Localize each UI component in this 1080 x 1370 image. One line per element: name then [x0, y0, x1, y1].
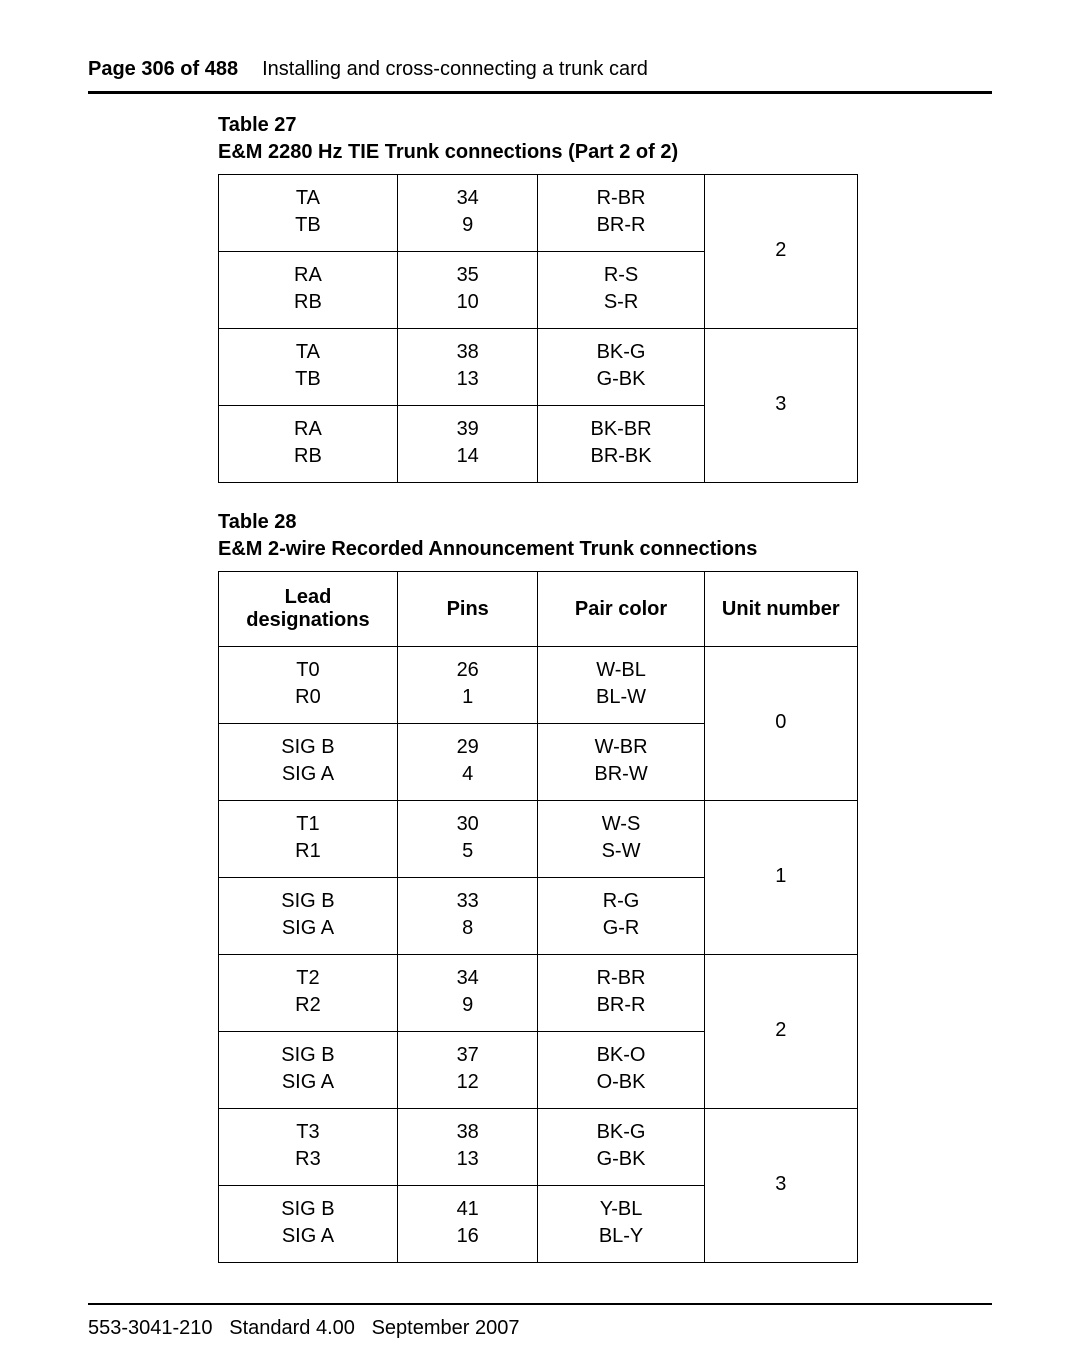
table27-label: Table 27: [218, 114, 297, 136]
lead-cell: TATB: [219, 175, 398, 252]
lead-cell: TATB: [219, 329, 398, 406]
pair-cell: W-SS-W: [538, 801, 704, 878]
col-pair-header: Pair color: [538, 572, 704, 647]
col-lead-header: Lead designations: [219, 572, 398, 647]
pins-cell: 3813: [397, 1109, 538, 1186]
footer: 553-3041-210 Standard 4.00 September 200…: [88, 1317, 992, 1340]
unit-cell: 3: [704, 329, 857, 483]
doc-number: 553-3041-210: [88, 1317, 213, 1339]
pair-cell: W-BLBL-W: [538, 647, 704, 724]
table28: Lead designations Pins Pair color Unit n…: [218, 571, 858, 1263]
pair-cell: Y-BLBL-Y: [538, 1186, 704, 1263]
lead-cell: RARB: [219, 406, 398, 483]
table28-row: T0R0261W-BLBL-W0: [219, 647, 858, 724]
chapter-title: Installing and cross-connecting a trunk …: [262, 58, 648, 81]
pins-cell: 261: [397, 647, 538, 724]
pair-cell: R-SS-R: [538, 252, 704, 329]
pins-cell: 349: [397, 175, 538, 252]
pair-cell: R-GG-R: [538, 878, 704, 955]
table28-header-row: Lead designations Pins Pair color Unit n…: [219, 572, 858, 647]
header-rule: [88, 91, 992, 94]
table27-title: E&M 2280 Hz TIE Trunk connections (Part …: [218, 141, 678, 163]
pair-cell: BK-GG-BK: [538, 1109, 704, 1186]
lead-cell: SIG BSIG A: [219, 724, 398, 801]
unit-cell: 2: [704, 175, 857, 329]
pins-cell: 294: [397, 724, 538, 801]
pins-cell: 349: [397, 955, 538, 1032]
table28-caption: Table 28 E&M 2-wire Recorded Announcemen…: [218, 509, 992, 563]
pair-cell: R-BRBR-R: [538, 175, 704, 252]
pins-cell: 3813: [397, 329, 538, 406]
pair-cell: BK-OO-BK: [538, 1032, 704, 1109]
pins-cell: 338: [397, 878, 538, 955]
pair-cell: BK-BRBR-BK: [538, 406, 704, 483]
pair-cell: BK-GG-BK: [538, 329, 704, 406]
doc-date: September 2007: [372, 1317, 520, 1339]
col-pins-header: Pins: [397, 572, 538, 647]
unit-cell: 2: [704, 955, 857, 1109]
unit-cell: 3: [704, 1109, 857, 1263]
table27-row: TATB349R-BRBR-R2: [219, 175, 858, 252]
lead-cell: T0R0: [219, 647, 398, 724]
col-unit-header: Unit number: [704, 572, 857, 647]
table28-row: T1R1305W-SS-W1: [219, 801, 858, 878]
table28-row: T3R33813BK-GG-BK3: [219, 1109, 858, 1186]
page: Page 306 of 488 Installing and cross-con…: [0, 0, 1080, 1370]
pins-cell: 3712: [397, 1032, 538, 1109]
lead-cell: RARB: [219, 252, 398, 329]
lead-cell: T2R2: [219, 955, 398, 1032]
pins-cell: 3510: [397, 252, 538, 329]
table27-row: TATB3813BK-GG-BK3: [219, 329, 858, 406]
pins-cell: 3914: [397, 406, 538, 483]
doc-standard: Standard 4.00: [229, 1317, 355, 1339]
lead-cell: SIG BSIG A: [219, 1186, 398, 1263]
table27-caption: Table 27 E&M 2280 Hz TIE Trunk connectio…: [218, 112, 992, 166]
lead-cell: SIG BSIG A: [219, 878, 398, 955]
table28-row: T2R2349R-BRBR-R2: [219, 955, 858, 1032]
pair-cell: W-BRBR-W: [538, 724, 704, 801]
table27: TATB349R-BRBR-R2RARB3510R-SS-RTATB3813BK…: [218, 174, 858, 483]
lead-cell: T1R1: [219, 801, 398, 878]
page-header: Page 306 of 488 Installing and cross-con…: [88, 58, 992, 81]
pair-cell: R-BRBR-R: [538, 955, 704, 1032]
table28-label: Table 28: [218, 511, 297, 533]
unit-cell: 1: [704, 801, 857, 955]
table28-title: E&M 2-wire Recorded Announcement Trunk c…: [218, 538, 757, 560]
lead-cell: T3R3: [219, 1109, 398, 1186]
unit-cell: 0: [704, 647, 857, 801]
pins-cell: 4116: [397, 1186, 538, 1263]
content-area: Table 27 E&M 2280 Hz TIE Trunk connectio…: [218, 112, 992, 1263]
page-number: Page 306 of 488: [88, 58, 238, 81]
pins-cell: 305: [397, 801, 538, 878]
lead-cell: SIG BSIG A: [219, 1032, 398, 1109]
footer-rule: [88, 1303, 992, 1305]
